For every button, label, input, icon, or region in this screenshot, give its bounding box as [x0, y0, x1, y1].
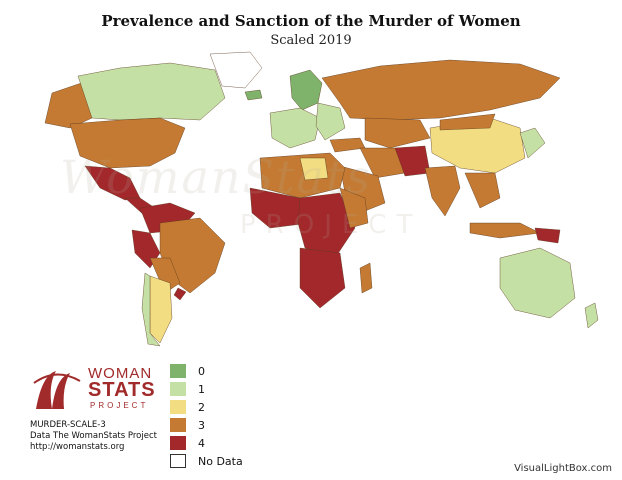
legend-label-no-data: No Data: [198, 454, 243, 468]
region-libya: [299, 157, 329, 181]
region-india: [424, 165, 461, 217]
logo-emblem-icon: [33, 371, 81, 409]
map-title: Prevalence and Sanction of the Murder of…: [101, 12, 521, 30]
region-canada: [77, 62, 226, 121]
legend-swatch-1: [170, 382, 186, 396]
world-map: [44, 51, 599, 347]
legend-item-4: 4: [170, 434, 243, 452]
region-western-europe: [269, 107, 321, 149]
region-argentina: [149, 275, 173, 344]
legend-item-0: 0: [170, 362, 243, 380]
region-iceland: [244, 89, 263, 101]
watermark-project: PROJECT: [240, 210, 423, 240]
legend-item-1: 1: [170, 380, 243, 398]
map-code: MURDER-SCALE-3: [30, 420, 106, 430]
region-chile: [141, 272, 161, 347]
legend-swatch-3: [170, 418, 186, 432]
legend-item-no-data: No Data: [170, 452, 243, 470]
logo-text-project: PROJECT: [90, 401, 149, 410]
region-new-zealand: [584, 302, 599, 329]
source-url[interactable]: http://womanstats.org: [30, 442, 125, 452]
region-scandinavia: [289, 69, 323, 111]
region-southeast-asia: [464, 172, 501, 209]
region-usa: [69, 117, 186, 169]
legend-label-0: 0: [198, 364, 205, 378]
legend-item-3: 3: [170, 416, 243, 434]
legend-label-2: 2: [198, 400, 205, 414]
legend-swatch-no-data: [170, 454, 186, 468]
legend: 0 1 2 3 4 No Data: [170, 362, 243, 470]
watermark: WomanStats: [60, 150, 373, 204]
region-russia: [321, 59, 561, 121]
region-australia: [499, 247, 576, 319]
legend-swatch-4: [170, 436, 186, 450]
region-uruguay: [173, 287, 187, 301]
logo-text-stats: STATS: [88, 379, 156, 401]
brand-credit[interactable]: VisualLightBox.com: [514, 463, 612, 474]
legend-label-1: 1: [198, 382, 205, 396]
map-subtitle: Scaled 2019: [270, 33, 352, 48]
legend-label-3: 3: [198, 418, 205, 432]
legend-swatch-0: [170, 364, 186, 378]
region-west-africa: [249, 187, 311, 229]
region-china: [429, 117, 526, 174]
region-kazakhstan: [364, 117, 431, 149]
region-east-africa: [339, 187, 369, 229]
region-mongolia: [439, 113, 496, 131]
region-png: [534, 227, 561, 244]
region-greenland: [209, 51, 263, 89]
data-source: Data The WomanStats Project: [30, 431, 157, 441]
legend-label-4: 4: [198, 436, 205, 450]
legend-item-2: 2: [170, 398, 243, 416]
region-korea-japan: [519, 127, 546, 159]
legend-swatch-2: [170, 400, 186, 414]
region-southern-africa: [299, 247, 346, 309]
source-info: MURDER-SCALE-3 Data The WomanStats Proje…: [30, 420, 157, 453]
region-madagascar: [359, 262, 373, 294]
region-eastern-europe: [315, 102, 346, 141]
womanstats-logo: WOMAN STATS PROJECT: [30, 365, 155, 415]
logo-text-woman: WOMAN: [88, 365, 153, 382]
region-indonesia: [469, 222, 541, 239]
